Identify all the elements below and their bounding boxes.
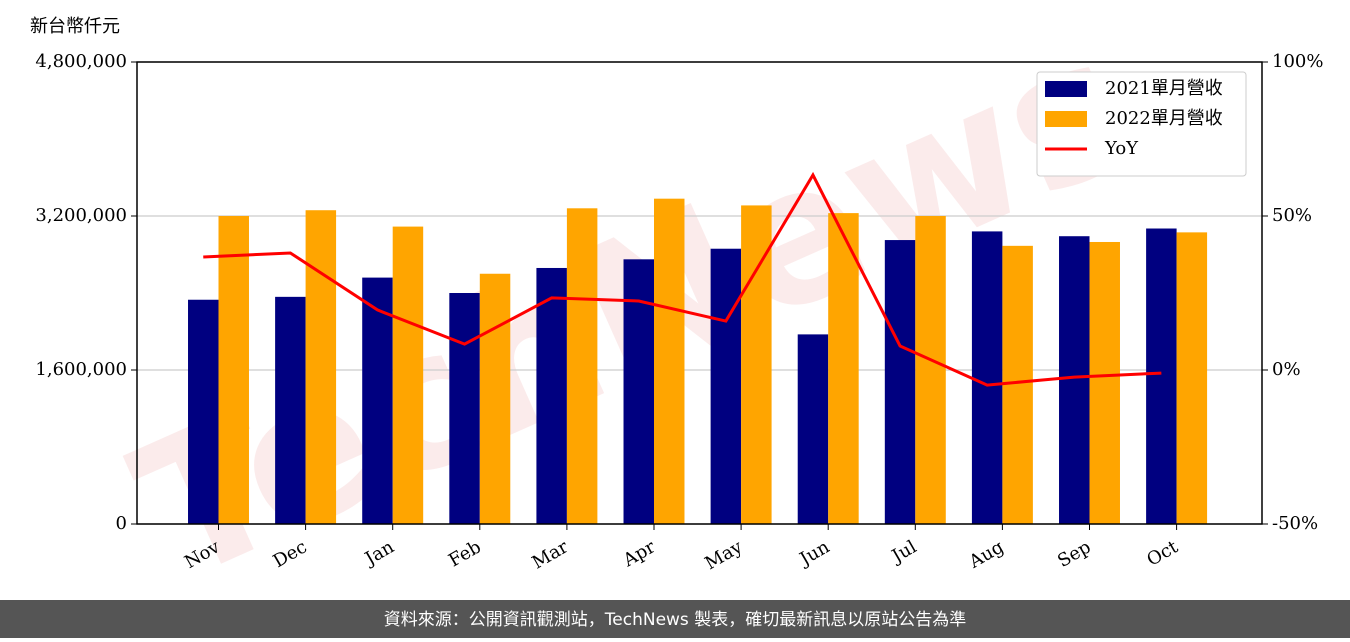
footer: 資料來源：公開資訊觀測站，TechNews 製表，確切最新訊息以原站公告為準 bbox=[384, 610, 966, 630]
y2-tick-label: 0% bbox=[1272, 359, 1301, 380]
x-tick-label: Apr bbox=[619, 536, 659, 571]
bar bbox=[275, 296, 306, 524]
bar bbox=[710, 248, 742, 524]
line bbox=[203, 171, 1162, 387]
bar bbox=[915, 216, 946, 524]
bar bbox=[305, 210, 337, 524]
bar bbox=[479, 273, 511, 524]
bar bbox=[362, 277, 393, 524]
x-tick-label: Jul bbox=[887, 536, 921, 568]
bar bbox=[392, 226, 424, 524]
legend-label: 2022單月營收 bbox=[1105, 108, 1223, 129]
bar bbox=[1059, 236, 1090, 524]
legend-swatch bbox=[1045, 81, 1087, 97]
plot-frame bbox=[136, 61, 1263, 525]
y-tick-label: 4,800,000 bbox=[35, 51, 127, 72]
footer-bar bbox=[0, 600, 1350, 638]
x-tick-label: May bbox=[702, 536, 747, 574]
bar bbox=[566, 208, 598, 525]
x-tick-label: Jun bbox=[795, 536, 834, 571]
bar bbox=[1146, 228, 1177, 524]
bar bbox=[741, 205, 772, 524]
x-tick-label: Oct bbox=[1143, 536, 1182, 571]
bar bbox=[828, 213, 859, 525]
y-tick-label: 3,200,000 bbox=[35, 205, 127, 226]
y2-tick-label: 100% bbox=[1272, 51, 1323, 72]
bar bbox=[884, 240, 916, 524]
bar bbox=[971, 231, 1003, 524]
bar bbox=[1002, 245, 1033, 524]
x-tick-label: Feb bbox=[445, 536, 485, 571]
bar bbox=[1089, 241, 1120, 525]
y2-tick-label: 50% bbox=[1272, 205, 1312, 226]
x-tick-label: Sep bbox=[1054, 536, 1094, 571]
legend-swatch bbox=[1045, 111, 1087, 127]
legend-label: YoY bbox=[1104, 138, 1139, 159]
bar bbox=[449, 293, 480, 524]
y-axis-label: 新台幣仟元 bbox=[30, 16, 120, 37]
bar bbox=[536, 267, 567, 524]
bar bbox=[218, 216, 249, 524]
x-tick-label: Aug bbox=[965, 536, 1008, 573]
bar bbox=[623, 259, 654, 524]
y-tick-label: 1,600,000 bbox=[35, 359, 127, 380]
bar bbox=[654, 198, 685, 525]
y2-tick-label: -50% bbox=[1272, 513, 1318, 534]
bar bbox=[797, 334, 829, 524]
y-tick-label: 0 bbox=[116, 513, 127, 534]
bar bbox=[1176, 232, 1208, 525]
bar bbox=[188, 299, 219, 524]
legend-label: 2021單月營收 bbox=[1105, 78, 1223, 99]
legend-box bbox=[1036, 71, 1247, 177]
x-tick-label: Mar bbox=[529, 536, 573, 573]
